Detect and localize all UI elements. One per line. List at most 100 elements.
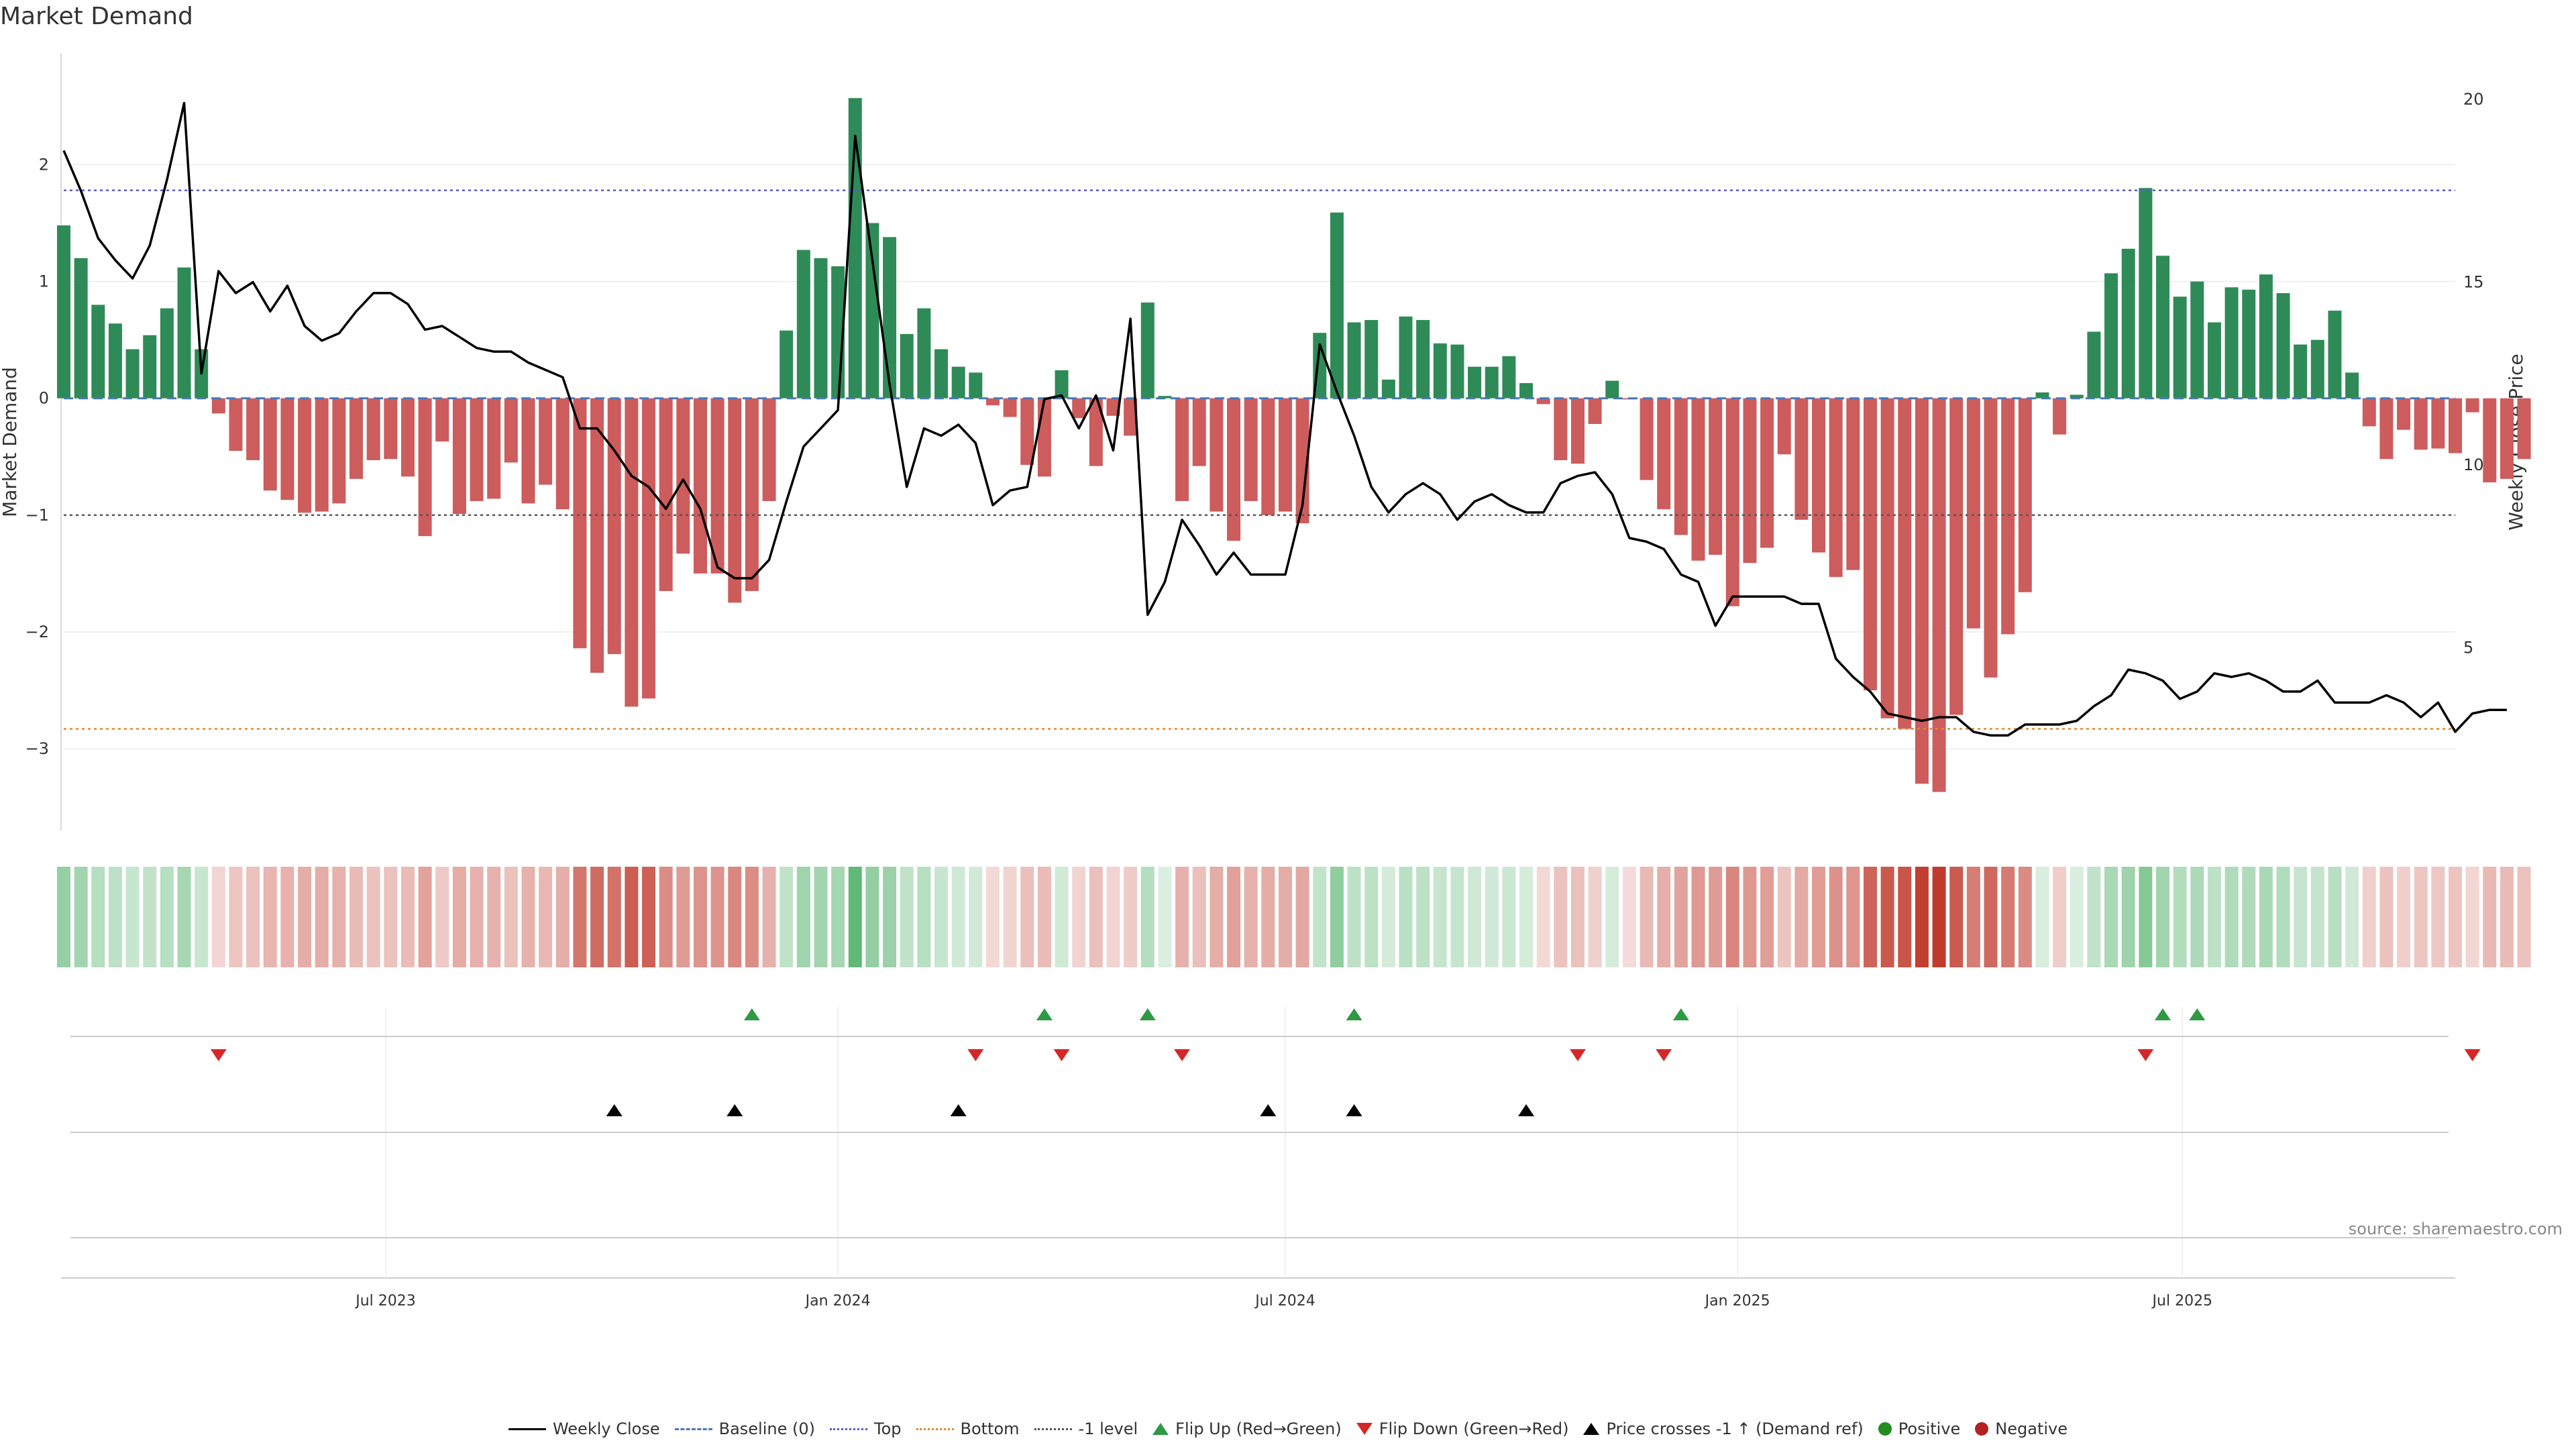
demand-bar bbox=[2276, 292, 2290, 398]
heat-cell bbox=[2276, 867, 2290, 967]
demand-bar bbox=[814, 258, 828, 398]
demand-bar bbox=[1536, 398, 1550, 405]
demand-bar bbox=[280, 398, 294, 500]
demand-bar bbox=[2155, 256, 2169, 398]
demand-bar bbox=[728, 398, 742, 603]
legend-label: Positive bbox=[1898, 1419, 1961, 1438]
heat-cell bbox=[2379, 867, 2394, 967]
heat-cell bbox=[1570, 867, 1585, 967]
legend-bottom[interactable]: Bottom bbox=[916, 1419, 1020, 1438]
demand-bar bbox=[2465, 398, 2479, 413]
heat-cell bbox=[659, 867, 673, 967]
heat-cell bbox=[74, 867, 88, 967]
legend-weekly-close[interactable]: Weekly Close bbox=[508, 1419, 660, 1438]
heat-cell bbox=[1880, 867, 1894, 967]
heat-cell bbox=[56, 867, 71, 967]
demand-bar bbox=[1416, 320, 1430, 398]
heat-cell bbox=[1829, 867, 1843, 967]
demand-bar bbox=[452, 398, 466, 515]
heat-cell bbox=[1657, 867, 1671, 967]
legend-label: Top bbox=[874, 1419, 902, 1438]
triangle-up-icon bbox=[1583, 1423, 1600, 1435]
heat-cell bbox=[1158, 867, 1172, 967]
demand-bar bbox=[1072, 398, 1086, 419]
heat-cell bbox=[1932, 867, 1946, 967]
heat-cell bbox=[2517, 867, 2531, 967]
demand-bar bbox=[917, 308, 931, 398]
heat-cell bbox=[1915, 867, 1929, 967]
heat-cell bbox=[350, 867, 364, 967]
flip-up-marker bbox=[1036, 1008, 1053, 1020]
dashed-line-icon bbox=[674, 1428, 712, 1430]
demand-bar bbox=[400, 398, 415, 477]
weekly-close-line bbox=[62, 101, 2507, 737]
heat-cell bbox=[2207, 867, 2221, 967]
heat-cell bbox=[676, 867, 690, 967]
heat-cell bbox=[539, 867, 553, 967]
demand-bar bbox=[2139, 188, 2153, 398]
y-tick-label: −1 bbox=[25, 506, 49, 525]
demand-bar bbox=[246, 398, 260, 460]
demand-bar bbox=[1330, 212, 1344, 398]
demand-bar bbox=[1519, 383, 1534, 398]
legend-price-cross[interactable]: Price crosses -1 ↑ (Demand ref) bbox=[1583, 1419, 1864, 1438]
heat-cell bbox=[1966, 867, 1980, 967]
demand-bar bbox=[2294, 344, 2308, 398]
demand-bar bbox=[366, 398, 380, 460]
x-tick-label: Jul 2025 bbox=[2151, 1293, 2213, 1309]
demand-bar bbox=[2517, 398, 2531, 460]
legend-minus-one[interactable]: -1 level bbox=[1034, 1419, 1138, 1438]
demand-bar bbox=[211, 398, 225, 414]
heat-cell bbox=[1278, 867, 1292, 967]
x-tick-label: Jul 2023 bbox=[354, 1293, 416, 1309]
y-tick-label: 0 bbox=[39, 389, 49, 408]
heat-cell bbox=[1072, 867, 1086, 967]
demand-bar bbox=[676, 398, 690, 554]
legend-negative[interactable]: Negative bbox=[1975, 1419, 2068, 1438]
heat-cell bbox=[2483, 867, 2497, 967]
x-tick-label: Jul 2024 bbox=[1254, 1293, 1316, 1309]
heat-cell bbox=[1364, 867, 1379, 967]
demand-bar bbox=[160, 308, 174, 398]
heat-cell bbox=[1140, 867, 1155, 967]
demand-bar bbox=[555, 398, 570, 510]
demand-bar bbox=[2328, 311, 2342, 398]
demand-bar bbox=[590, 398, 604, 673]
heat-cell bbox=[2259, 867, 2273, 967]
heat-cell bbox=[848, 867, 862, 967]
demand-bar bbox=[659, 398, 673, 592]
heat-cell bbox=[1622, 867, 1636, 967]
legend-label: -1 level bbox=[1078, 1419, 1138, 1438]
demand-bar bbox=[521, 398, 535, 504]
legend-positive[interactable]: Positive bbox=[1878, 1419, 1961, 1438]
demand-bar bbox=[1261, 398, 1275, 515]
heat-cell bbox=[1003, 867, 1017, 967]
legend-label: Flip Down (Green→Red) bbox=[1379, 1419, 1569, 1438]
heat-cell bbox=[435, 867, 449, 967]
demand-bar bbox=[2431, 398, 2445, 449]
demand-bar bbox=[934, 349, 949, 398]
heat-cell bbox=[2242, 867, 2256, 967]
heat-cell bbox=[625, 867, 639, 967]
demand-bar bbox=[2018, 398, 2032, 592]
heat-cell bbox=[607, 867, 621, 967]
legend-flip-up[interactable]: Flip Up (Red→Green) bbox=[1152, 1419, 1342, 1438]
heat-cell bbox=[865, 867, 879, 967]
heat-cell bbox=[1330, 867, 1344, 967]
demand-bar bbox=[1949, 398, 1964, 715]
heat-cell bbox=[1295, 867, 1309, 967]
heat-cell bbox=[2173, 867, 2187, 967]
demand-bar bbox=[1192, 398, 1206, 466]
red-circle-icon bbox=[1975, 1422, 1989, 1436]
heat-cell bbox=[2500, 867, 2514, 967]
heat-cell bbox=[1261, 867, 1275, 967]
legend-label: Negative bbox=[1995, 1419, 2068, 1438]
demand-bar bbox=[1003, 398, 1017, 417]
legend-baseline[interactable]: Baseline (0) bbox=[674, 1419, 815, 1438]
legend-top[interactable]: Top bbox=[830, 1419, 902, 1438]
heat-cell bbox=[1450, 867, 1464, 967]
demand-bar bbox=[2087, 331, 2101, 398]
demand-bar bbox=[1829, 398, 1843, 578]
legend-flip-down[interactable]: Flip Down (Green→Red) bbox=[1356, 1419, 1569, 1438]
flip-down-marker bbox=[967, 1049, 984, 1061]
